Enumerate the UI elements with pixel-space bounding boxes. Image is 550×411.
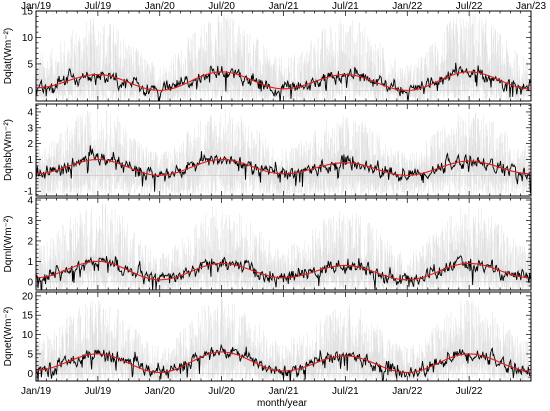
smoothed-series-line <box>36 351 530 374</box>
top-tick-label: Jan/23 <box>516 1 546 12</box>
panel-1: 0 5 10 15 Dqlat(Wm⁻²) <box>3 7 532 102</box>
bottom-x-axis-labels: Jan/19 Jul/19 Jan/20 Jul/20 Jan/21 Jul/21 Jan/… <box>21 386 483 397</box>
daily-series-line <box>36 62 531 101</box>
top-tick-label: Jul/22 <box>456 1 483 12</box>
smoothed-series-line <box>36 260 530 281</box>
y-tick-label: 0 <box>27 86 33 97</box>
y-tick-label: 10 <box>22 33 34 44</box>
panel-2: -1 0 1 2 3 4 Dqhsb(Wm⁻²) <box>3 103 532 198</box>
bottom-tick-label: Jul/22 <box>456 386 483 397</box>
bottom-tick-label: Jan/21 <box>268 386 298 397</box>
daily-series-line <box>36 145 531 194</box>
daily-series-line <box>36 255 531 290</box>
y-tick-label: 3 <box>27 216 33 227</box>
top-tick-label: Jan/19 <box>21 1 51 12</box>
top-tick-label: Jul/19 <box>85 1 112 12</box>
bottom-tick-label: Jan/22 <box>392 386 422 397</box>
panel-4: 0 5 10 15 20 Dqnet(Wm⁻²) <box>3 291 532 382</box>
y-tick-label: -1 <box>24 187 33 198</box>
y-axis-title: Dqnet(Wm⁻²) <box>3 307 14 367</box>
envelope-range <box>36 108 531 196</box>
y-tick-label: 0 <box>27 171 33 182</box>
y-axis-title: Dqlat(Wm⁻²) <box>3 28 14 84</box>
bottom-tick-label: Jan/19 <box>21 386 51 397</box>
bottom-tick-label: Jul/19 <box>85 386 112 397</box>
y-tick-label: 0 <box>27 277 33 288</box>
y-tick-label: 4 <box>27 107 33 118</box>
envelope-range <box>36 204 531 290</box>
y-tick-label: 10 <box>22 330 34 341</box>
daily-series-line <box>36 343 531 381</box>
plot-area <box>36 13 531 101</box>
plot-area <box>36 108 531 196</box>
top-tick-label: Jan/22 <box>392 1 422 12</box>
bottom-tick-label: Jan/20 <box>145 386 175 397</box>
x-axis-title: month/year <box>257 398 308 409</box>
y-tick-label: 1 <box>27 257 33 268</box>
y-tick-label: 15 <box>22 7 34 18</box>
y-tick-label: 4 <box>27 196 33 207</box>
top-tick-label: Jul/20 <box>208 1 235 12</box>
top-tick-label: Jul/21 <box>332 1 359 12</box>
top-tick-label: Jan/21 <box>268 1 298 12</box>
y-tick-label: 1 <box>27 155 33 166</box>
y-tick-label: 3 <box>27 123 33 134</box>
envelope-range <box>36 296 531 381</box>
smoothed-series-line <box>36 71 530 91</box>
y-tick-label: 15 <box>22 311 34 322</box>
y-tick-label: 5 <box>27 349 33 360</box>
y-axis-title: Dqrnl(Wm⁻²) <box>3 216 14 273</box>
y-tick-label: 0 <box>27 369 33 380</box>
top-x-axis-labels: Jan/19 Jul/19 Jan/20 Jul/20 Jan/21 Jul/21 Jan/… <box>21 1 546 12</box>
smoothed-series-line <box>36 158 530 176</box>
y-tick-label: 2 <box>27 139 33 150</box>
plot-area <box>36 296 531 381</box>
y-tick-label: 2 <box>27 236 33 247</box>
y-axis-title: Dqhsb(Wm⁻²) <box>3 119 14 181</box>
panel-3: 0 1 2 3 4 Dqrnl(Wm⁻²) <box>3 196 532 291</box>
bottom-tick-label: Jul/20 <box>208 386 235 397</box>
y-tick-label: 5 <box>27 59 33 70</box>
top-tick-label: Jan/20 <box>145 1 175 12</box>
bottom-tick-label: Jul/21 <box>332 386 359 397</box>
panels: 0 5 10 15 Dqlat(Wm⁻²) -1 0 1 2 3 4 Dqhsb(Wm⁻²) 0 1 2 3 4… <box>3 7 532 382</box>
y-tick-label: 20 <box>22 291 34 302</box>
plot-area <box>36 204 531 290</box>
